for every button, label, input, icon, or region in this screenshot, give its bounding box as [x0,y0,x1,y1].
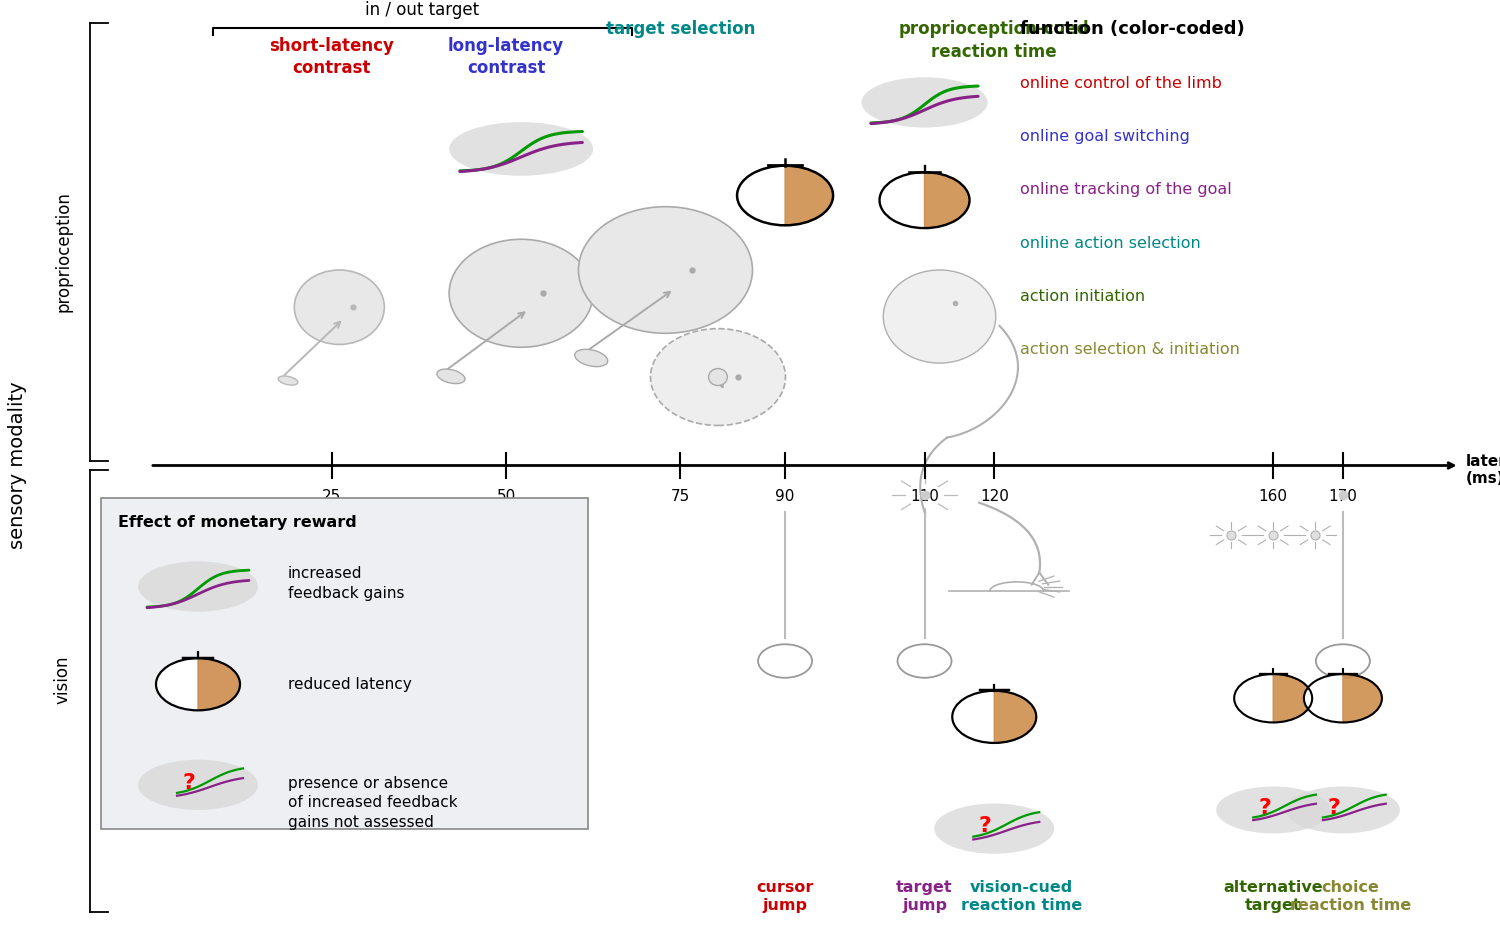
Text: latency
(ms): latency (ms) [1466,454,1500,486]
Text: choice
reaction time: choice reaction time [1290,880,1412,913]
Text: action initiation: action initiation [1020,289,1144,304]
Polygon shape [1342,674,1382,722]
Text: Effect of monetary reward: Effect of monetary reward [118,515,357,530]
Ellipse shape [294,270,384,344]
Ellipse shape [436,369,465,384]
Ellipse shape [884,270,996,363]
Polygon shape [198,658,240,710]
Text: vision-cued
reaction time: vision-cued reaction time [960,880,1082,913]
Text: online control of the limb: online control of the limb [1020,76,1222,91]
Text: 25: 25 [322,489,342,504]
Text: 110: 110 [910,489,939,504]
Text: reduced latency: reduced latency [288,677,411,692]
Text: alternative
target: alternative target [1224,880,1323,913]
Text: sensory modality: sensory modality [9,382,27,549]
Text: function (color-coded): function (color-coded) [1020,20,1245,38]
Text: presence or absence
of increased feedback
gains not assessed: presence or absence of increased feedbac… [288,776,458,830]
Circle shape [758,644,812,678]
Polygon shape [994,691,1036,743]
Text: ?: ? [980,816,992,836]
Ellipse shape [861,77,987,128]
Ellipse shape [579,207,753,333]
Ellipse shape [448,239,592,347]
Text: ?: ? [183,773,195,792]
Text: proprioception: proprioception [54,191,72,312]
Polygon shape [924,172,969,228]
Polygon shape [156,658,198,710]
Text: 75: 75 [670,489,690,504]
Polygon shape [879,172,924,228]
Text: cursor
jump: cursor jump [756,880,814,913]
Text: 90: 90 [776,489,795,504]
Ellipse shape [574,349,608,367]
Ellipse shape [708,369,728,385]
Ellipse shape [448,122,592,176]
Text: target selection: target selection [606,20,754,38]
Text: increased
feedback gains: increased feedback gains [288,566,405,601]
Ellipse shape [934,803,1054,854]
Text: long-latency
contrast: long-latency contrast [448,37,564,77]
Text: action selection & initiation: action selection & initiation [1020,342,1240,357]
Polygon shape [1234,674,1274,722]
Polygon shape [952,691,994,743]
Text: in / out target: in / out target [366,1,480,19]
Polygon shape [736,166,784,225]
Text: online goal switching: online goal switching [1020,129,1190,144]
Polygon shape [1304,674,1342,722]
Text: ?: ? [1328,798,1341,818]
Ellipse shape [138,760,258,810]
Text: 170: 170 [1329,489,1358,504]
Polygon shape [1274,674,1312,722]
Ellipse shape [1286,787,1400,833]
Text: short-latency
contrast: short-latency contrast [270,37,394,77]
Text: ?: ? [1258,798,1270,818]
Text: vision: vision [54,655,72,704]
Ellipse shape [278,376,298,385]
Text: 120: 120 [980,489,1008,504]
Text: target
jump: target jump [896,880,952,913]
FancyBboxPatch shape [100,498,588,829]
Text: 50: 50 [496,489,516,504]
Circle shape [897,644,951,678]
Text: online tracking of the goal: online tracking of the goal [1020,182,1232,197]
Polygon shape [784,166,832,225]
Ellipse shape [1216,787,1330,833]
Circle shape [1316,644,1370,678]
Text: 160: 160 [1258,489,1287,504]
Ellipse shape [138,561,258,612]
Text: proprioception-cued
reaction time: proprioception-cued reaction time [898,20,1089,61]
Ellipse shape [651,329,786,425]
Text: online action selection: online action selection [1020,236,1200,250]
